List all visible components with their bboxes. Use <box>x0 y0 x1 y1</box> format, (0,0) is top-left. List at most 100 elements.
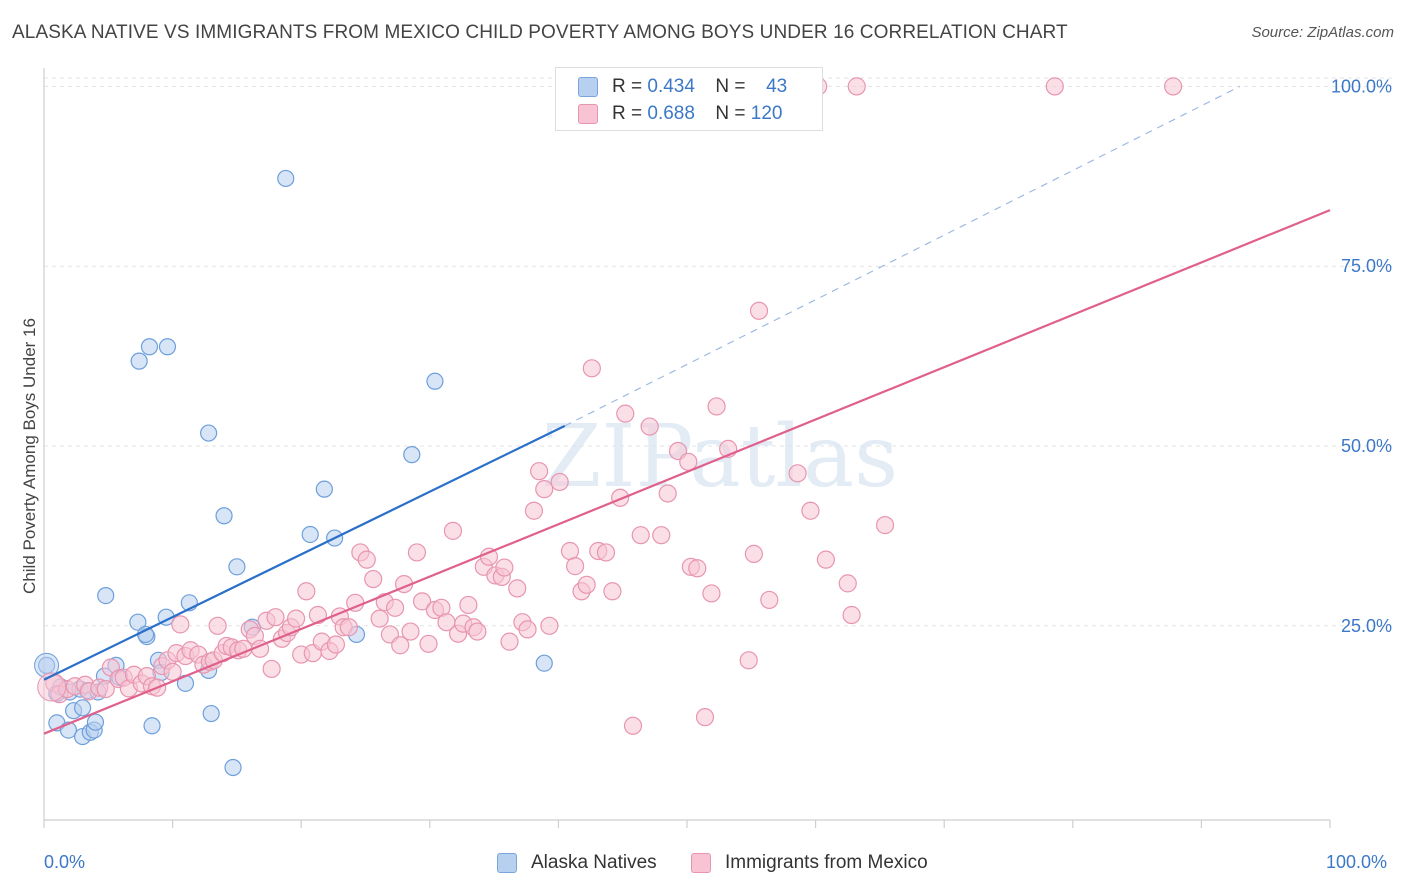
data-point <box>838 574 857 593</box>
x-tick-label-max: 100.0% <box>1326 852 1388 872</box>
data-point <box>631 526 650 545</box>
data-point <box>277 169 295 188</box>
data-point <box>419 634 438 653</box>
data-point <box>171 615 190 634</box>
data-point <box>530 462 549 481</box>
legend-row-alaska-natives: R = 0.434 N = 43 <box>578 75 787 99</box>
data-point <box>875 516 895 535</box>
data-point <box>228 558 246 576</box>
legend-n-value: 120 <box>750 103 783 124</box>
bottom-legend-swatch-pink <box>691 853 711 873</box>
data-point <box>1045 77 1064 96</box>
watermark: ZIPatlas <box>542 407 898 507</box>
data-point <box>688 559 707 578</box>
data-point <box>286 609 306 628</box>
data-point <box>847 77 866 96</box>
data-point <box>842 605 861 625</box>
legend-n-label: N = <box>715 76 746 97</box>
data-point <box>391 636 410 655</box>
trend-line-alaska-natives <box>43 424 566 681</box>
y-tick-labels: 25.0% 50.0% 75.0% 100.0% <box>1331 76 1392 635</box>
data-point <box>495 558 514 577</box>
legend-r-value: 0.434 <box>647 76 695 97</box>
data-point <box>603 582 622 601</box>
data-point <box>801 501 820 520</box>
data-point <box>560 541 580 561</box>
data-point <box>500 632 519 651</box>
data-point <box>788 464 807 483</box>
data-point <box>744 544 763 563</box>
trend-line-alaska-natives-extension <box>564 85 1241 427</box>
series-immigrants-from-mexico <box>37 77 1183 735</box>
data-point <box>130 352 148 370</box>
data-point <box>535 480 554 499</box>
data-point <box>749 301 769 320</box>
data-point <box>566 557 585 576</box>
legend-row-immigrants-from-mexico: R = 0.688 N = 120 <box>578 102 782 126</box>
legend-r-value: 0.688 <box>647 103 695 124</box>
data-point <box>550 472 569 492</box>
data-point <box>73 699 92 717</box>
data-point <box>364 569 383 589</box>
data-point <box>443 521 463 540</box>
data-point <box>702 584 721 603</box>
data-point <box>143 717 161 735</box>
data-point <box>582 359 601 378</box>
data-point <box>266 608 285 627</box>
data-point <box>208 616 227 635</box>
data-point <box>308 605 328 625</box>
bottom-legend-alaska-natives: Alaska Natives <box>497 852 657 874</box>
data-point <box>816 550 835 569</box>
data-point <box>540 616 559 635</box>
data-point <box>707 397 726 416</box>
legend-swatch-pink <box>578 104 598 124</box>
legend-n-label: N = <box>715 103 746 124</box>
data-point <box>403 446 421 464</box>
legend-n-value: 43 <box>766 76 788 97</box>
bottom-legend-swatch-blue <box>497 853 517 873</box>
data-point <box>508 579 527 598</box>
data-point <box>407 543 427 562</box>
data-point <box>577 575 596 594</box>
y-tick-label: 75.0% <box>1341 256 1392 276</box>
gridlines <box>44 77 1392 627</box>
source-label: Source: ZipAtlas.com <box>1251 24 1394 41</box>
bottom-legend-label: Immigrants from Mexico <box>725 852 928 873</box>
data-point <box>97 586 115 605</box>
data-point <box>535 654 553 672</box>
data-point <box>695 708 715 727</box>
data-point <box>596 543 616 562</box>
y-tick-label: 25.0% <box>1341 616 1392 636</box>
y-tick-label: 100.0% <box>1331 76 1392 96</box>
trend-line-immigrants-from-mexico <box>43 209 1331 735</box>
data-point <box>468 622 487 641</box>
x-tick-label-min: 0.0% <box>44 852 86 872</box>
data-point <box>224 758 242 777</box>
data-point <box>739 651 758 670</box>
chart-title: ALASKA NATIVE VS IMMIGRANTS FROM MEXICO … <box>12 22 1068 43</box>
data-point <box>202 704 220 723</box>
data-point <box>357 550 376 569</box>
trend-lines <box>43 85 1331 735</box>
data-point <box>140 338 159 356</box>
legend-r-label: R = <box>612 76 643 97</box>
data-point <box>86 713 105 731</box>
data-point <box>315 480 333 498</box>
data-point <box>385 598 405 617</box>
data-point <box>401 622 420 641</box>
data-point <box>129 613 147 631</box>
data-point <box>760 590 779 610</box>
data-point <box>524 501 544 520</box>
data-point <box>616 404 635 423</box>
data-point <box>1164 77 1183 96</box>
data-point <box>297 582 316 601</box>
data-point <box>652 526 671 545</box>
y-tick-label: 50.0% <box>1341 436 1392 456</box>
data-point <box>640 417 659 436</box>
correlation-legend: R = 0.434 N = 43 R = 0.688 N = 120 <box>555 67 823 131</box>
data-point <box>518 620 537 639</box>
legend-r-label: R = <box>612 103 643 124</box>
data-point <box>412 592 432 611</box>
data-point <box>301 525 319 544</box>
